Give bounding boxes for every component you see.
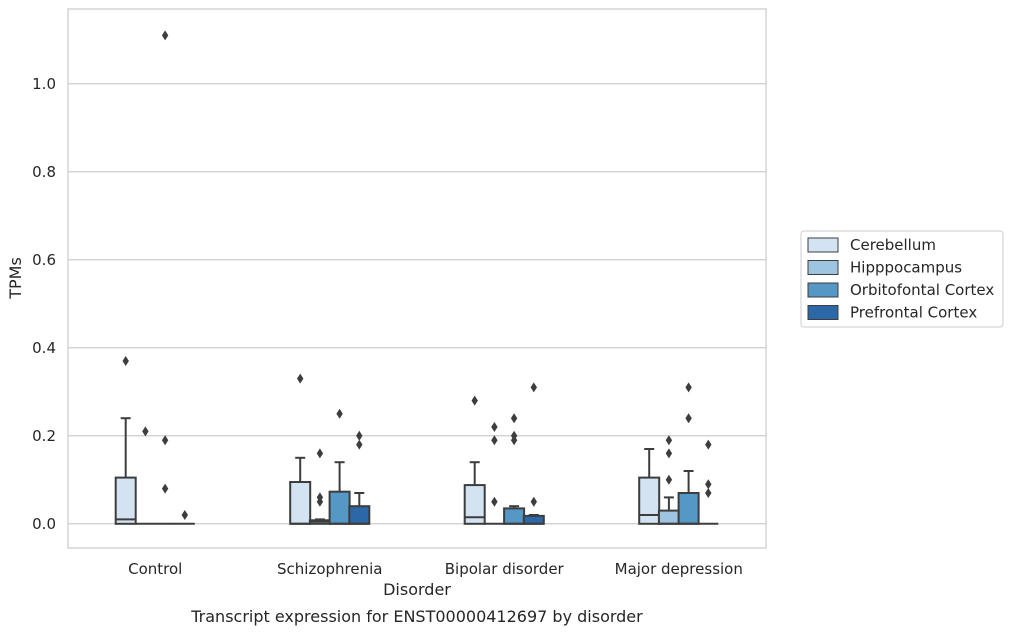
outlier-point <box>530 382 537 393</box>
box-cerebellum <box>463 461 486 525</box>
box-orbitofontal-cortex <box>503 505 526 525</box>
box-body <box>463 484 486 525</box>
outlier-point <box>142 426 149 437</box>
box-body <box>348 505 371 525</box>
outlier-point <box>665 448 673 459</box>
outlier-point <box>181 510 188 520</box>
outlier-point <box>510 413 518 424</box>
box-body <box>289 481 312 525</box>
box-hipppocampus <box>308 518 331 525</box>
box-orbitofontal-cortex <box>677 470 700 525</box>
outlier-point <box>161 30 169 41</box>
legend-label: Cerebellum <box>850 236 936 254</box>
y-axis-title: TPMs <box>6 257 25 300</box>
outlier-point <box>705 488 712 498</box>
legend-label: Orbitofontal Cortex <box>850 281 994 299</box>
legend-frame <box>800 230 1004 328</box>
legend-swatch <box>807 305 839 320</box>
box-cerebellum <box>638 448 661 525</box>
box-body <box>503 507 526 525</box>
x-tick-label: Schizophrenia <box>277 560 382 578</box>
box-body <box>677 492 700 525</box>
x-tick-label: Major depression <box>615 560 743 578</box>
outlier-point <box>530 496 537 507</box>
box-body <box>638 476 661 525</box>
outlier-point <box>705 479 712 490</box>
box-hipppocampus <box>657 496 680 525</box>
legend-swatch <box>807 282 839 298</box>
outlier-point <box>685 382 692 393</box>
box-prefrontal-cortex <box>348 492 371 525</box>
outlier-point <box>665 435 673 446</box>
outlier-point <box>297 373 304 384</box>
outlier-point <box>491 435 498 446</box>
box-body <box>657 509 680 525</box>
outlier-point <box>491 422 498 432</box>
outlier-point <box>356 430 363 441</box>
y-tick-label: 0.6 <box>32 251 56 269</box>
y-tick-label: 0.8 <box>32 163 56 181</box>
outlier-point <box>491 496 498 507</box>
x-tick-label: Control <box>128 560 182 578</box>
box-body <box>328 490 351 525</box>
legend-swatch <box>807 260 839 275</box>
legend-swatch <box>807 237 839 253</box>
outlier-point <box>161 483 169 494</box>
box-cerebellum <box>114 417 137 525</box>
box-body <box>522 514 545 525</box>
x-axis-title: Disorder <box>383 580 451 599</box>
x-tick-label: Bipolar disorder <box>445 560 565 578</box>
outlier-point <box>510 430 518 441</box>
chart-title: Transcript expression for ENST0000041269… <box>190 607 643 626</box>
box-body <box>114 476 137 525</box>
legend-label: Hipppocampus <box>850 259 962 277</box>
outlier-point <box>471 395 478 406</box>
x-tick-labels: Control Schizophrenia Bipolar disorder Majo… <box>128 560 743 578</box>
outlier-point <box>705 439 712 450</box>
y-tick-label: 0.2 <box>32 427 56 445</box>
legend-label: Prefrontal Cortex <box>850 304 977 322</box>
outlier-point <box>316 448 324 459</box>
y-tick-label: 0.4 <box>32 339 56 357</box>
outlier-point <box>161 435 169 446</box>
y-tick-label: 1.0 <box>32 75 56 93</box>
grid-lines <box>68 83 766 525</box>
y-tick-label: 0.0 <box>32 515 56 533</box>
plot-frame <box>67 8 767 549</box>
boxes <box>114 417 719 525</box>
outlier-point <box>356 439 363 450</box>
outlier-point <box>316 492 324 503</box>
outlier-point <box>685 413 692 424</box>
outlier-point <box>336 408 343 419</box>
box-cerebellum <box>289 456 312 525</box>
outlier-point <box>665 474 673 485</box>
outliers <box>122 30 712 520</box>
y-tick-labels: 0.0 0.2 0.4 0.6 0.8 1.0 <box>32 75 56 533</box>
box-orbitofontal-cortex <box>328 461 351 525</box>
legend: Cerebellum Hipppocampus Orbitofontal Corte… <box>800 230 1004 328</box>
outlier-point <box>122 356 129 366</box>
box-prefrontal-cortex <box>522 514 545 525</box>
